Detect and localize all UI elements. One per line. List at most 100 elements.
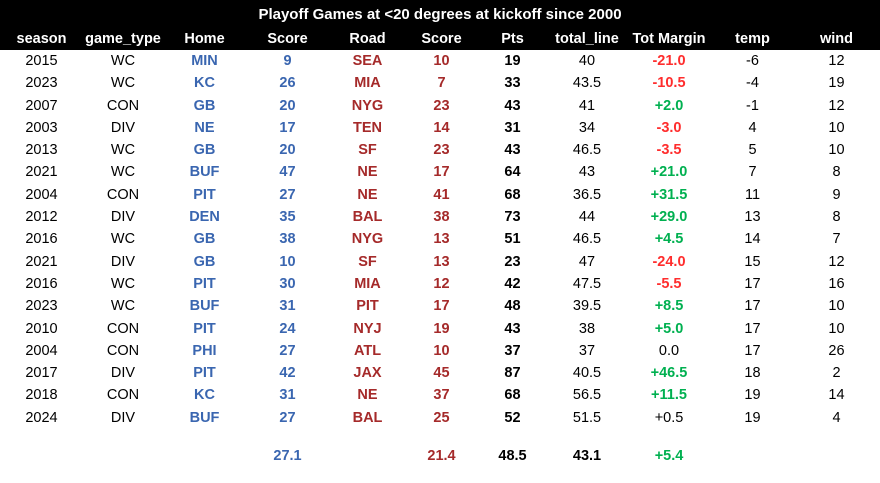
cell-margin: +31.5 <box>650 186 688 203</box>
cell-line: 46.5 <box>572 142 602 159</box>
cell-temp: 17 <box>744 342 761 359</box>
cell-pts: 52 <box>504 409 521 426</box>
table-row: 2021 WC BUF 47 NE 17 64 43 +21.0 7 8 <box>0 161 880 183</box>
cell-line: 56.5 <box>572 387 602 404</box>
summary-home <box>163 445 246 467</box>
cell-home: GB <box>193 97 216 114</box>
cell-road: ATL <box>353 342 382 359</box>
cell-pts: 37 <box>504 342 521 359</box>
cell-margin: +11.5 <box>651 387 687 404</box>
cell-homescore: 42 <box>279 365 296 382</box>
cell-homescore: 30 <box>279 275 296 292</box>
cell-home: MIN <box>191 53 218 69</box>
table-body: 2015 WC MIN 9 SEA 10 19 40 -21.0 -6 12 2023 WC KC 26 MI… <box>0 50 880 429</box>
cell-line: 41 <box>578 97 596 114</box>
cell-roadscore: 17 <box>433 298 450 315</box>
cell-temp: 7 <box>748 164 757 181</box>
cell-home: NE <box>194 119 215 136</box>
cell-roadscore: 12 <box>433 275 450 292</box>
cell-temp: -1 <box>746 97 759 114</box>
cell-gametype: DIV <box>110 365 136 382</box>
cell-pts: 51 <box>504 231 521 248</box>
cell-temp: -6 <box>746 53 759 69</box>
cell-season: 2017 <box>25 365 58 382</box>
cell-home: KC <box>194 75 215 92</box>
cell-gametype: CON <box>106 387 140 404</box>
cell-temp: 17 <box>744 298 761 315</box>
cell-homescore: 17 <box>279 119 296 136</box>
table-row: 2017 DIV PIT 42 JAX 45 87 40.5 +46.5 18 2 <box>0 362 880 384</box>
cell-margin: -5.5 <box>656 275 682 292</box>
cell-pts: 31 <box>504 119 521 136</box>
cell-wind: 16 <box>828 275 845 292</box>
cell-wind: 7 <box>832 231 841 248</box>
summary-margin: +5.4 <box>654 448 684 465</box>
cell-margin: -24.0 <box>652 253 686 270</box>
cell-season: 2013 <box>25 142 58 159</box>
cell-line: 40.5 <box>572 365 602 382</box>
cell-margin: +2.0 <box>654 97 684 114</box>
cell-margin: +46.5 <box>650 365 688 382</box>
cell-roadscore: 25 <box>433 409 450 426</box>
cell-season: 2007 <box>25 97 58 114</box>
cell-temp: 17 <box>744 275 761 292</box>
cell-homescore: 47 <box>279 164 296 181</box>
cell-wind: 26 <box>828 342 845 359</box>
table-row: 2023 WC BUF 31 PIT 17 48 39.5 +8.5 17 10 <box>0 295 880 317</box>
cell-wind: 14 <box>828 387 845 404</box>
table-row: 2015 WC MIN 9 SEA 10 19 40 -21.0 -6 12 <box>0 50 880 72</box>
cell-home: PIT <box>193 365 216 382</box>
cell-gametype: DIV <box>110 209 136 226</box>
cell-pts: 23 <box>504 253 521 270</box>
cell-roadscore: 10 <box>433 53 450 69</box>
summary-roadscore: 21.4 <box>427 448 456 465</box>
cell-margin: 0.0 <box>658 342 680 359</box>
cell-homescore: 10 <box>279 253 296 270</box>
cell-temp: 11 <box>744 186 761 203</box>
header-pts: Pts <box>501 31 524 47</box>
cell-temp: 19 <box>744 409 761 426</box>
header-temp: temp <box>735 31 770 47</box>
cell-roadscore: 10 <box>433 342 450 359</box>
summary-row: 27.1 21.4 48.5 43.1 +5.4 <box>0 445 880 467</box>
cell-wind: 8 <box>832 209 841 226</box>
cell-road: NE <box>357 164 378 181</box>
cell-gametype: WC <box>110 164 136 181</box>
cell-homescore: 38 <box>279 231 296 248</box>
cell-pts: 87 <box>504 365 521 382</box>
cell-wind: 10 <box>828 298 845 315</box>
cell-temp: 15 <box>744 253 761 270</box>
cell-margin: -3.0 <box>656 119 682 136</box>
cell-road: BAL <box>352 409 383 426</box>
cell-homescore: 31 <box>279 298 296 315</box>
table-row: 2004 CON PHI 27 ATL 10 37 37 0.0 17 26 <box>0 340 880 362</box>
cell-season: 2016 <box>25 275 58 292</box>
table-row: 2021 DIV GB 10 SF 13 23 47 -24.0 15 12 <box>0 251 880 273</box>
cell-home: PHI <box>192 342 217 359</box>
cell-road: NE <box>357 186 378 203</box>
cell-road: SF <box>358 253 377 270</box>
cell-road: SEA <box>352 53 383 69</box>
cell-wind: 12 <box>828 53 845 69</box>
cell-homescore: 27 <box>279 409 296 426</box>
cell-temp: 14 <box>744 231 761 248</box>
cell-homescore: 35 <box>279 209 296 226</box>
cell-season: 2004 <box>25 342 58 359</box>
cell-season: 2021 <box>25 253 58 270</box>
cell-homescore: 24 <box>279 320 296 337</box>
cell-wind: 19 <box>828 75 845 92</box>
cell-line: 47.5 <box>572 275 602 292</box>
header-margin: Tot Margin <box>632 31 706 47</box>
cell-home: PIT <box>193 275 216 292</box>
cell-pts: 68 <box>504 387 521 404</box>
cell-road: NYG <box>351 97 384 114</box>
cell-roadscore: 41 <box>433 186 450 203</box>
cell-home: PIT <box>193 320 216 337</box>
cell-pts: 43 <box>504 97 521 114</box>
cell-wind: 4 <box>832 409 841 426</box>
summary-road <box>329 445 406 467</box>
cell-homescore: 26 <box>279 75 296 92</box>
header-home: Home <box>184 31 225 47</box>
header-roadscore: Score <box>421 31 462 47</box>
table-row: 2024 DIV BUF 27 BAL 25 52 51.5 +0.5 19 4 <box>0 407 880 429</box>
